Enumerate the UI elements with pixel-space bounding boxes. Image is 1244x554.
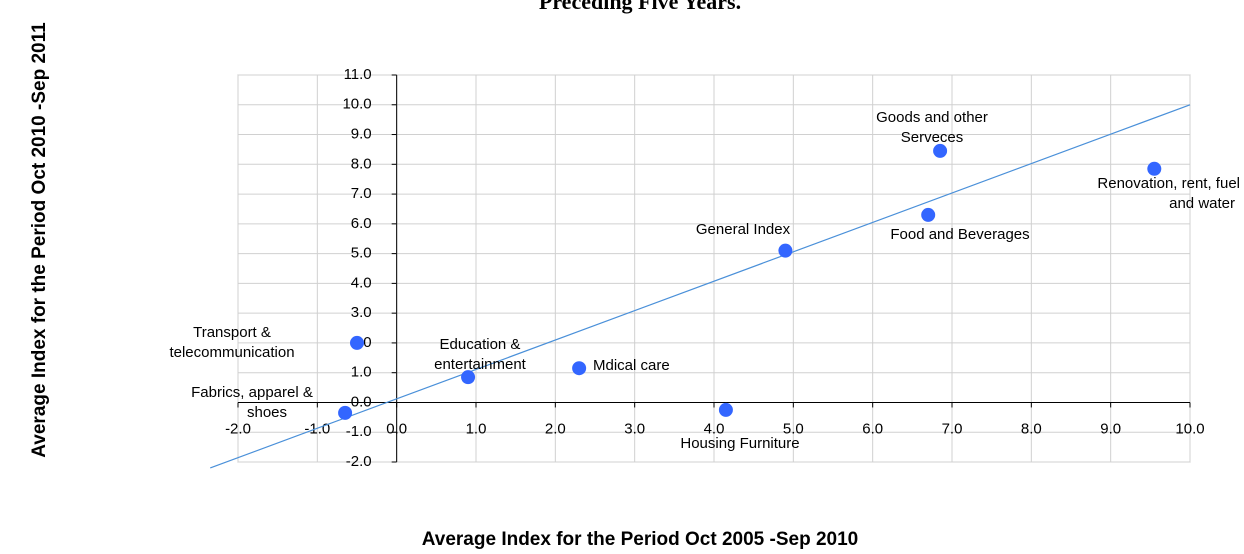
point [461, 370, 476, 385]
x-axis-title: Average Index for the Period Oct 2005 -S… [422, 529, 858, 550]
x-tick-label: 6.0 [862, 420, 883, 437]
point-label: Fabrics, apparel & [191, 384, 313, 401]
y-tick-label: -1.0 [346, 423, 372, 440]
point-label: Serveces [901, 129, 964, 146]
point-label: Mdical care [593, 357, 670, 374]
point [350, 335, 364, 350]
point [933, 143, 948, 158]
point-label: Renovation, rent, fuel [1097, 175, 1240, 192]
point-label: telecommunication [169, 344, 294, 361]
x-tick-label: 2.0 [545, 420, 566, 437]
point-label: Food and Beverages [890, 226, 1029, 243]
point-label: Goods and other [876, 109, 988, 126]
y-tick-label: 8.0 [351, 155, 372, 172]
x-tick-label: 3.0 [624, 420, 645, 437]
x-tick-label: -2.0 [225, 420, 251, 437]
x-tick-label: 7.0 [942, 420, 963, 437]
x-tick-label: -1.0 [304, 420, 330, 437]
point-label: entertainment [434, 356, 527, 373]
y-tick-label: -2.0 [346, 453, 372, 470]
y-tick-label: 10.0 [342, 96, 371, 113]
chart-title: Preceding Five Years. [539, 0, 741, 14]
point-label: General Index [696, 221, 791, 238]
x-tick-label: 9.0 [1100, 420, 1121, 437]
y-tick-label: 7.0 [351, 185, 372, 202]
point-label: Housing Furniture [680, 435, 799, 452]
y-tick-label: 3.0 [351, 304, 372, 321]
point-label: Transport & [193, 324, 271, 341]
point [338, 405, 353, 420]
point [921, 207, 936, 222]
point [1147, 161, 1162, 176]
x-tick-label: 4.0 [704, 420, 725, 437]
y-tick-label: 6.0 [351, 215, 372, 232]
y-tick-label: 9.0 [351, 126, 372, 143]
point-label: shoes [247, 404, 287, 421]
y-tick-label: 0.0 [351, 393, 372, 410]
point [572, 361, 587, 376]
point-label: and water [1169, 195, 1235, 212]
y-axis-title: Average Index for the Period Oct 2010 -S… [29, 22, 50, 458]
x-tick-label: 8.0 [1021, 420, 1042, 437]
y-tick-label: 11.0 [344, 66, 372, 83]
y-tick-label: 4.0 [351, 274, 372, 291]
point-label: Education & [440, 336, 521, 353]
x-tick-label: 10.0 [1175, 420, 1204, 437]
point [718, 402, 733, 417]
x-tick-label: 1.0 [466, 420, 487, 437]
point [778, 243, 793, 258]
y-tick-label: 1.0 [351, 364, 372, 381]
x-tick-label: 5.0 [783, 420, 804, 437]
y-tick-label: 5.0 [351, 245, 372, 262]
trend-line [210, 104, 1191, 469]
